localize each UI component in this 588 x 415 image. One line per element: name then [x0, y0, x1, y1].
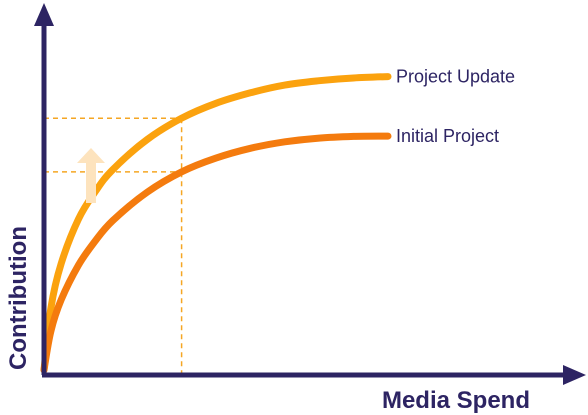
series-label-initial-project: Initial Project [396, 126, 499, 146]
series-line-initial-project [40, 132, 392, 374]
y-axis-title: Contribution [5, 226, 32, 370]
guide-lines [44, 117, 183, 373]
y-axis-arrowhead [34, 3, 54, 26]
axes [34, 3, 586, 385]
x-axis-title: Media Spend [382, 387, 530, 414]
series-labels: Project Update Initial Project [396, 67, 515, 146]
improvement-arrow-shape [77, 148, 105, 203]
x-axis-arrowhead [563, 365, 586, 385]
series-line-project-update [40, 73, 392, 374]
series-label-project-update: Project Update [396, 67, 515, 87]
improvement-arrow [77, 148, 105, 203]
series-layer [40, 73, 392, 374]
